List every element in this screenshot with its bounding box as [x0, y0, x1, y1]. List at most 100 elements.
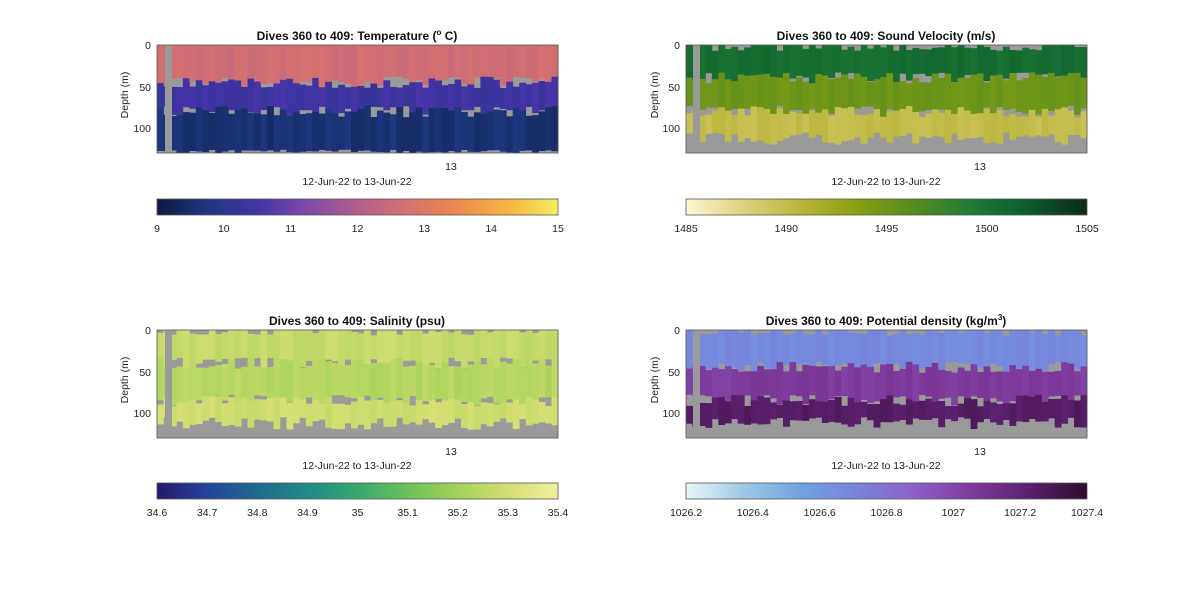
salinity-ytick: 50: [139, 367, 151, 379]
sound-velocity-cell: [1054, 77, 1062, 113]
potential-density-cell: [918, 372, 926, 396]
sound-velocity-cell: [815, 112, 823, 135]
salinity-title: Dives 360 to 409: Salinity (psu): [269, 314, 445, 328]
potential-density-cell: [1080, 335, 1088, 369]
temperature-cell: [202, 110, 210, 153]
sound-velocity-cell: [983, 108, 991, 144]
potential-density-cell: [931, 362, 939, 405]
salinity-cell: [376, 362, 384, 398]
potential-density-cell: [912, 364, 920, 405]
sound-velocity-cell: [1054, 45, 1062, 77]
salinity-cell: [169, 406, 177, 427]
temperature-cell: [370, 83, 378, 107]
potential-density-cell: [951, 372, 959, 406]
temperature-cell: [189, 86, 197, 109]
salinity-cell: [292, 330, 300, 369]
potential-density-colorbar-tick: 1027.4: [1071, 507, 1103, 519]
sound-velocity-ytick: 0: [674, 40, 680, 52]
potential-density-cell: [783, 371, 790, 404]
temperature-cell: [460, 45, 468, 84]
potential-density-cell: [873, 404, 881, 428]
sound-velocity-cell: [1022, 78, 1030, 114]
potential-density-cell: [951, 330, 959, 362]
salinity-cell: [357, 397, 365, 425]
sound-velocity-cell: [977, 45, 984, 74]
temperature-cell: [176, 87, 184, 115]
potential-density-cell: [731, 330, 739, 368]
potential-density-cell: [705, 334, 713, 370]
potential-density-cell: [1002, 335, 1010, 372]
salinity-cell: [467, 402, 475, 430]
temperature-axes-box: [156, 44, 559, 154]
potential-density-cell: [834, 396, 842, 423]
temperature-cell: [415, 45, 423, 81]
temperature-cell: [260, 87, 268, 111]
temperature-cell: [169, 86, 177, 115]
temperature-colorbar-tick: 11: [285, 223, 296, 235]
sound-velocity-colorbar-tick: 1485: [674, 223, 698, 235]
temperature-cell: [545, 107, 552, 151]
potential-density-cell: [1067, 363, 1075, 401]
temperature-cell: [383, 80, 391, 111]
salinity-cell: [215, 333, 223, 362]
sound-velocity-cell: [795, 113, 803, 135]
salinity-panel: Dives 360 to 409: Salinity (psu) Depth (…: [119, 314, 568, 519]
potential-density-cell: [815, 401, 823, 418]
sound-velocity-cell: [970, 74, 978, 115]
temperature-cell: [409, 112, 417, 153]
salinity-cell: [169, 334, 177, 360]
salinity-cell: [241, 397, 248, 419]
temperature-cell: [402, 45, 410, 80]
sound-velocity-cell: [931, 73, 939, 110]
temperature-cell: [454, 107, 462, 153]
salinity-cell: [415, 330, 423, 369]
sound-velocity-cell: [964, 77, 971, 112]
potential-density-cell: [1035, 394, 1043, 422]
salinity-cell: [357, 360, 365, 401]
salinity-cell: [402, 366, 410, 404]
temperature-cell: [525, 84, 533, 107]
sound-velocity-cell: [1035, 50, 1043, 83]
salinity-cell: [499, 361, 507, 404]
potential-density-cell: [996, 330, 1004, 367]
potential-density-cell: [977, 372, 984, 398]
temperature-cell: [415, 107, 423, 152]
potential-density-cell: [828, 330, 836, 371]
salinity-cell: [202, 334, 210, 360]
salinity-cell: [389, 330, 397, 362]
salinity-cell: [519, 403, 527, 420]
potential-density-ytick: 0: [674, 325, 680, 337]
salinity-cell: [292, 397, 300, 424]
potential-density-cell: [925, 330, 933, 369]
salinity-cell: [441, 330, 449, 365]
temperature-cell: [189, 45, 197, 82]
potential-density-cell: [931, 401, 939, 419]
sound-velocity-cell: [880, 77, 887, 117]
salinity-cell: [318, 403, 326, 420]
sound-velocity-cell: [886, 111, 894, 143]
potential-density-title: Dives 360 to 409: Potential density (kg/…: [766, 313, 1007, 328]
potential-density-cell: [938, 333, 946, 371]
temperature-title: Dives 360 to 409: Temperature (o C): [257, 28, 458, 43]
sound-velocity-cell: [1061, 75, 1068, 108]
salinity-ylabel: Depth (m): [119, 357, 131, 404]
sound-velocity-cell: [1041, 108, 1049, 137]
salinity-cell: [460, 368, 468, 402]
salinity-colorbar-tick: 34.7: [197, 507, 218, 519]
sound-velocity-colorbar-ticks: 1485 1490 1495 1500 1505: [674, 223, 1099, 235]
temperature-cell: [318, 45, 326, 88]
potential-density-cell: [802, 333, 810, 363]
sound-velocity-cell: [789, 81, 797, 111]
temperature-cell: [409, 45, 417, 88]
sound-velocity-cell: [763, 108, 771, 144]
potential-density-colorbar-tick: 1026.4: [737, 507, 769, 519]
temperature-cell: [428, 78, 436, 114]
potential-density-cell: [828, 366, 836, 400]
temperature-cell: [325, 81, 333, 110]
temperature-cell: [202, 45, 210, 85]
salinity-cell: [208, 330, 216, 360]
potential-density-cell: [944, 406, 952, 420]
salinity-cell: [266, 334, 274, 359]
temperature-cell: [506, 116, 514, 153]
sound-velocity-cell: [1041, 77, 1049, 116]
